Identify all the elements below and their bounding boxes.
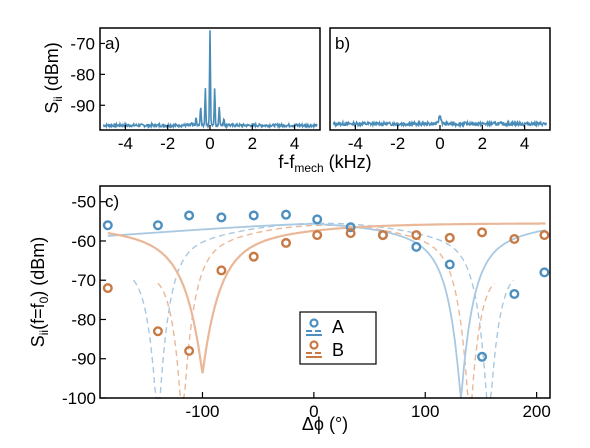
legend-marker-b: [306, 340, 322, 358]
panel-c-ytick-label: -50: [71, 193, 96, 212]
legend-b-circle: [309, 340, 319, 350]
panel-b-xtick-label: 0: [435, 134, 444, 153]
panel-a-yticks: -70 -80 -90: [70, 34, 105, 115]
series-a-point: [152, 220, 163, 231]
legend-label-b: B: [332, 340, 344, 360]
series-a-solid-fit: [107, 222, 546, 399]
panel-a-xtick-label: -4: [118, 134, 133, 153]
panel-a-ytick-label: -80: [70, 65, 95, 84]
series-a-point: [411, 241, 422, 252]
panel-a: a) -70 -80 -90 -4 -2 0 2 4 Sii (dBm): [42, 27, 321, 153]
panel-a-xtick-label: 0: [205, 134, 214, 153]
series-b-point: [102, 283, 113, 294]
panel-b-xtick-label: 2: [478, 134, 487, 153]
panel-b: b) -4 -2 0 2 4: [329, 27, 551, 153]
panel-c-ytick-label: -60: [71, 232, 96, 251]
series-b-point: [184, 345, 195, 356]
series-a-point: [281, 209, 292, 220]
panel-b-spectrum-line: [332, 114, 548, 129]
panel-a-xtick-label: 4: [290, 134, 299, 153]
series-a-point: [345, 222, 356, 233]
series-b-point: [281, 237, 292, 248]
panel-c-ytick-label: -80: [71, 310, 96, 329]
series-a-point: [477, 351, 488, 362]
panel-b-xtick-label: 4: [520, 134, 529, 153]
series-a-point: [509, 288, 520, 299]
series-b-point: [377, 230, 388, 241]
panel-c-ytick-label: -70: [71, 271, 96, 290]
panel-c-ytick-label: -100: [62, 389, 96, 408]
panel-b-xticklabels: -4 -2 0 2 4: [348, 134, 530, 153]
series-b-point: [312, 230, 323, 241]
panel-c-xtick-label: 200: [522, 402, 550, 421]
panel-a-ylabel: Sii (dBm): [42, 42, 65, 113]
panel-a-xtickmarks: -4 -2 0 2 4: [118, 125, 299, 153]
series-a-point: [184, 210, 195, 221]
series-b-point: [509, 233, 520, 244]
panel-c-fit-curves: [107, 222, 546, 399]
panel-a-label: a): [105, 34, 120, 53]
panel-c-label: c): [105, 192, 119, 211]
panel-a-spectrum-line: [102, 30, 318, 130]
panel-a-xtick-label: 2: [248, 134, 257, 153]
series-a-point: [539, 267, 550, 278]
panel-c: c) -50 -60 -70 -80 -90 -100 -100 0 100 200 Δϕ (°…: [28, 185, 551, 434]
panel-c-ytick-label: -90: [71, 350, 96, 369]
panel-b-xtick-label: -4: [348, 134, 363, 153]
panel-c-xtick-label: 100: [411, 402, 439, 421]
panel-b-trace: [332, 114, 548, 129]
panel-a-xtick-label: -2: [160, 134, 175, 153]
panel-a-ytick-label: -90: [70, 96, 95, 115]
panel-b-xtickmarks: [354, 125, 526, 130]
panel-c-ylabel: Sii(f=f0) (dBm): [28, 237, 51, 348]
panel-b-label: b): [335, 34, 350, 53]
legend-a-circle: [309, 318, 319, 328]
legend: A B: [299, 311, 377, 365]
series-a-point: [216, 212, 227, 223]
legend-label-a: A: [332, 317, 344, 337]
legend-marker-a: [306, 318, 322, 336]
series-b-point: [152, 326, 163, 337]
series-b-point: [444, 232, 455, 243]
series-a-point: [444, 259, 455, 270]
series-b-point: [345, 228, 356, 239]
panel-b-frame: [329, 27, 551, 131]
series-b-point: [216, 265, 227, 276]
series-a-point: [312, 214, 323, 225]
panel-a-ytick-label: -70: [70, 34, 95, 53]
series-b-point: [477, 227, 488, 238]
shared-xlabel: f-fmech (kHz): [278, 152, 371, 175]
series-a-point: [248, 210, 259, 221]
panel-c-frame: [99, 185, 551, 399]
series-a-point: [102, 220, 113, 231]
series-b-point: [539, 230, 550, 241]
panel-c-xtick-label: 0: [309, 402, 318, 421]
panel-a-trace: [102, 30, 318, 130]
series-b-point: [248, 251, 259, 262]
panel-c-xlabel: Δϕ (°): [302, 414, 348, 434]
series-a-dashed-fit: [132, 222, 514, 399]
panel-c-xticks: -100 0 100 200: [185, 392, 551, 421]
panel-c-xtick-label: -100: [185, 402, 219, 421]
panel-c-markers: [102, 209, 550, 362]
series-b-solid-fit: [107, 222, 546, 374]
panel-c-yticks: -50 -60 -70 -80 -90 -100: [62, 193, 106, 408]
series-b-point: [411, 230, 422, 241]
panel-b-xtick-label: -2: [390, 134, 405, 153]
